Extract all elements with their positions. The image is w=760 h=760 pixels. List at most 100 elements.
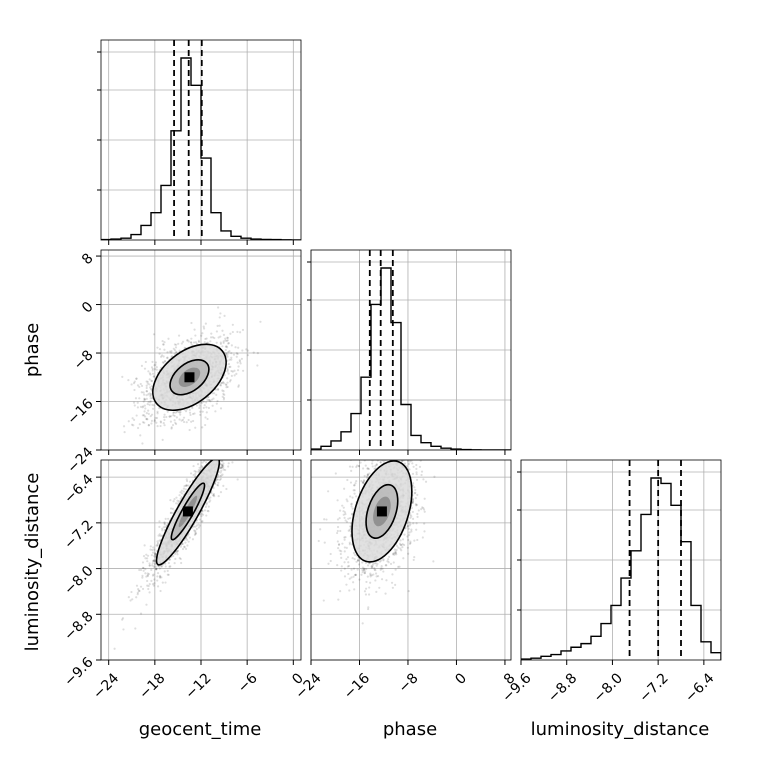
scatter-point bbox=[373, 568, 376, 571]
scatter-point bbox=[154, 552, 157, 555]
scatter-point bbox=[317, 539, 320, 543]
scatter-point bbox=[408, 524, 411, 527]
scatter-point bbox=[222, 455, 224, 457]
scatter-point bbox=[153, 419, 156, 422]
scatter-point bbox=[150, 568, 153, 571]
scatter-point bbox=[141, 414, 144, 417]
scatter-point bbox=[170, 427, 173, 430]
scatter-point bbox=[162, 343, 165, 346]
scatter-point bbox=[336, 518, 340, 521]
scatter-point bbox=[175, 343, 178, 346]
scatter-point bbox=[408, 521, 411, 524]
scatter-point bbox=[225, 440, 227, 442]
scatter-point bbox=[397, 565, 400, 568]
scatter-point bbox=[160, 534, 163, 537]
scatter-point bbox=[169, 511, 172, 515]
scatter-point bbox=[222, 398, 225, 401]
scatter-point bbox=[245, 348, 248, 351]
scatter-point bbox=[357, 464, 361, 468]
scatter-point bbox=[200, 520, 203, 523]
scatter-point bbox=[212, 397, 215, 400]
scatter-point bbox=[221, 463, 224, 467]
scatter-point bbox=[213, 494, 216, 498]
scatter-point bbox=[399, 454, 401, 456]
scatter-point bbox=[222, 382, 225, 385]
scatter-point bbox=[234, 346, 237, 349]
scatter-point bbox=[401, 546, 404, 549]
scatter-point bbox=[397, 443, 399, 445]
scatter-point bbox=[197, 340, 201, 344]
scatter-point bbox=[170, 355, 173, 358]
scatter-point bbox=[152, 546, 155, 549]
scatter-point bbox=[222, 468, 225, 471]
scatter-point bbox=[341, 542, 344, 545]
scatter-point bbox=[366, 473, 369, 476]
scatter-point bbox=[224, 468, 227, 472]
scatter-point bbox=[436, 454, 438, 456]
scatter-point bbox=[226, 336, 229, 339]
scatter-point bbox=[166, 356, 169, 360]
scatter-point bbox=[399, 452, 401, 454]
scatter-point bbox=[422, 506, 425, 510]
scatter-point bbox=[359, 461, 362, 464]
scatter-point bbox=[179, 413, 182, 416]
scatter-point bbox=[336, 529, 339, 533]
scatter-point bbox=[135, 377, 138, 380]
scatter-point bbox=[351, 496, 354, 499]
scatter-point bbox=[203, 451, 205, 453]
scatter-point bbox=[198, 518, 201, 521]
scatter-point bbox=[353, 558, 356, 561]
scatter-point bbox=[225, 453, 227, 455]
scatter-point bbox=[349, 525, 352, 528]
scatter-point bbox=[362, 567, 366, 570]
scatter-point bbox=[424, 480, 428, 483]
scatter-point bbox=[156, 425, 159, 428]
scatter-point bbox=[177, 410, 180, 413]
scatter-point bbox=[354, 573, 357, 577]
scatter-point bbox=[393, 551, 396, 555]
scatter-point bbox=[221, 395, 224, 398]
scatter-point bbox=[226, 419, 228, 421]
scatter-point bbox=[347, 517, 350, 520]
scatter-point bbox=[403, 533, 406, 536]
y-tick-label-luminosity_distance: −7.2 bbox=[61, 517, 96, 552]
scatter-point bbox=[227, 351, 230, 354]
scatter-point bbox=[221, 464, 224, 468]
scatter-point bbox=[222, 464, 225, 467]
scatter-point bbox=[135, 584, 139, 587]
density-peak bbox=[182, 506, 193, 517]
scatter-point bbox=[415, 454, 417, 456]
scatter-point bbox=[385, 453, 387, 455]
scatter-point bbox=[121, 617, 125, 620]
scatter-point bbox=[159, 355, 163, 358]
scatter-point bbox=[372, 573, 375, 576]
scatter-point bbox=[411, 510, 415, 514]
scatter-point bbox=[358, 578, 361, 581]
scatter-point bbox=[415, 504, 418, 507]
scatter-point bbox=[224, 348, 227, 352]
scatter-point bbox=[223, 452, 225, 454]
scatter-point bbox=[179, 491, 182, 494]
scatter-point bbox=[175, 416, 178, 419]
scatter-point bbox=[394, 551, 397, 554]
scatter-point bbox=[151, 551, 155, 554]
scatter-point bbox=[189, 472, 193, 475]
scatter-point bbox=[219, 437, 221, 439]
scatter-point bbox=[194, 426, 197, 429]
scatter-point bbox=[208, 500, 211, 503]
scatter-point bbox=[202, 325, 205, 328]
scatter-point bbox=[152, 375, 155, 378]
scatter-point bbox=[201, 426, 204, 429]
scatter-point bbox=[207, 399, 211, 402]
scatter-point bbox=[213, 336, 216, 340]
scatter-point bbox=[224, 447, 226, 449]
scatter-point bbox=[180, 342, 183, 345]
contour-line bbox=[365, 483, 399, 539]
scatter-point bbox=[367, 606, 370, 609]
scatter-point bbox=[377, 455, 379, 457]
scatter-point bbox=[238, 407, 240, 409]
scatter-point bbox=[155, 421, 158, 424]
scatter-point bbox=[142, 414, 146, 417]
scatter-point bbox=[230, 358, 233, 361]
scatter-point bbox=[195, 527, 198, 531]
